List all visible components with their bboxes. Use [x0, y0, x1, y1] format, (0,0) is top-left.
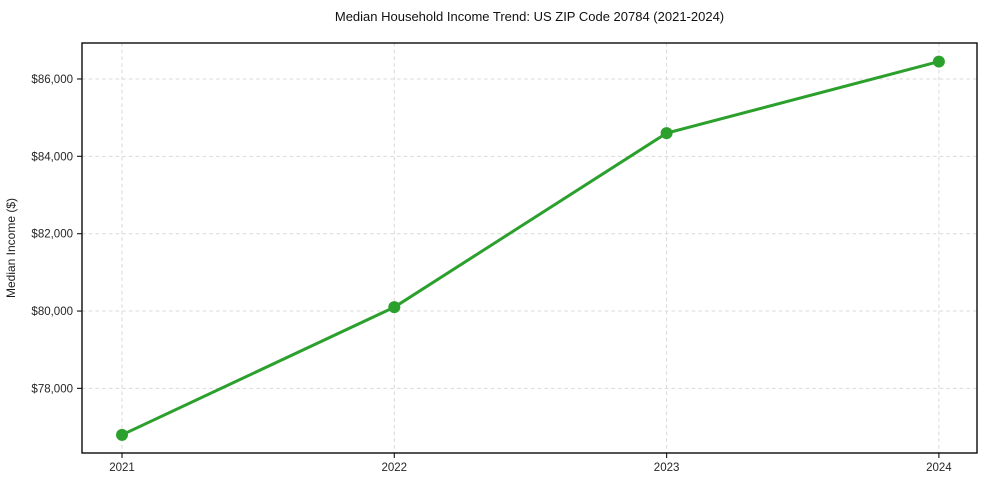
- y-axis-label: Median Income ($): [4, 198, 18, 298]
- y-tick-label: $82,000: [31, 229, 73, 241]
- x-tick-label: 2023: [654, 462, 680, 474]
- y-tick-label: $86,000: [31, 74, 73, 86]
- data-series: [116, 55, 945, 441]
- plot-border: [81, 42, 978, 454]
- data-point-2023: [660, 127, 673, 140]
- chart-title: Median Household Income Trend: US ZIP Co…: [335, 9, 724, 24]
- gridlines: [82, 43, 977, 453]
- data-point-2024: [932, 55, 945, 68]
- y-tick-label: $84,000: [31, 151, 73, 163]
- x-tick-label: 2021: [109, 462, 135, 474]
- data-point-2022: [388, 301, 401, 314]
- y-tick-label: $78,000: [31, 383, 73, 395]
- trend-line: [120, 60, 941, 437]
- x-tick-label: 2024: [926, 462, 952, 474]
- axis-ticks: $78,000 $80,000 $82,000 $84,000 $86,000 2021 2…: [31, 74, 952, 474]
- data-point-2021: [116, 428, 129, 441]
- y-tick-label: $80,000: [31, 306, 73, 318]
- x-tick-label: 2022: [382, 462, 408, 474]
